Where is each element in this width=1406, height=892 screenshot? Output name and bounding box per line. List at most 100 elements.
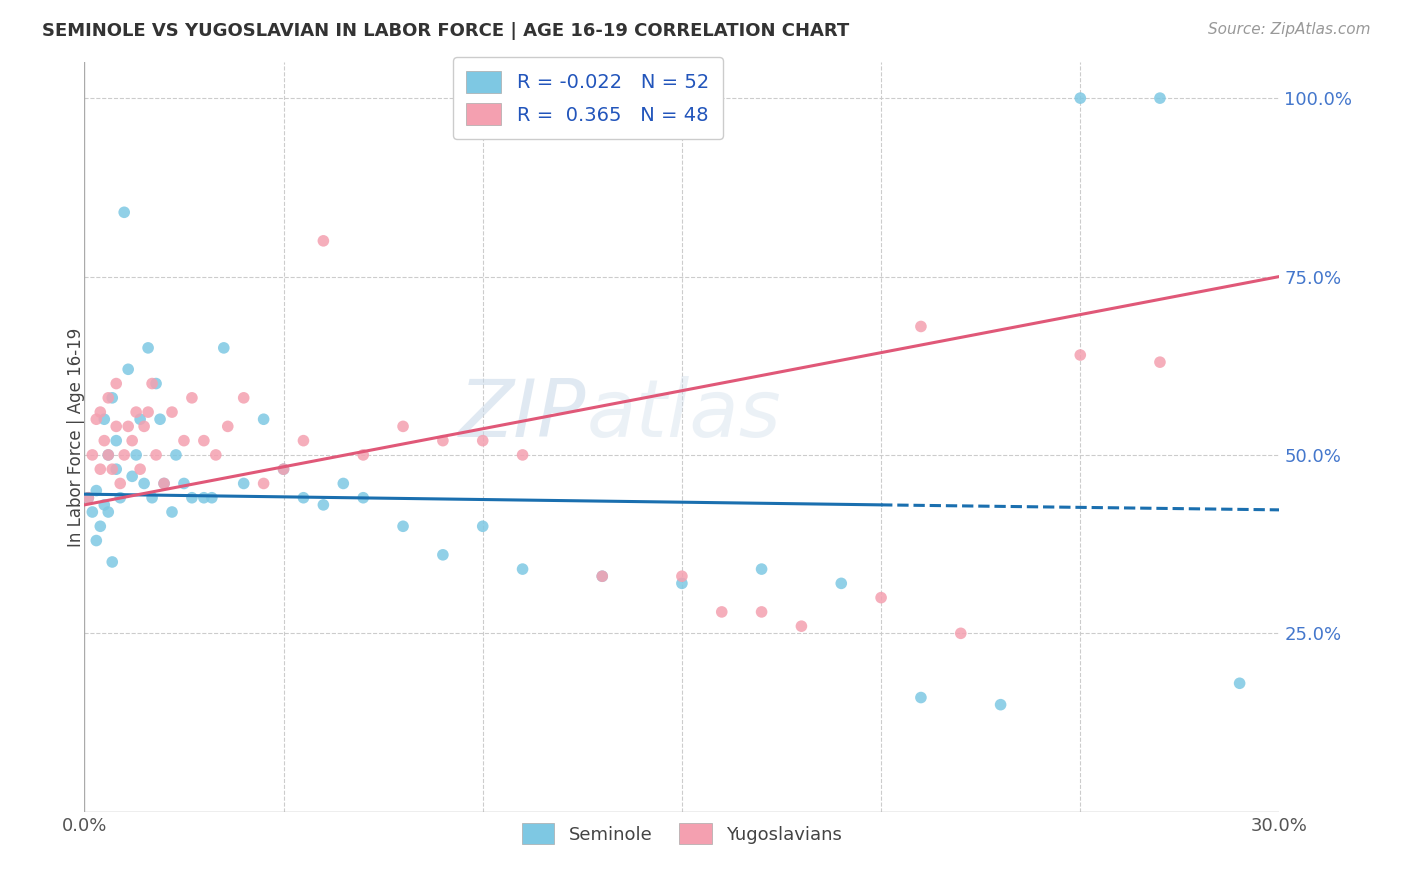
- Point: [671, 569, 693, 583]
- Point: [112, 205, 135, 219]
- Point: [591, 569, 613, 583]
- Point: [125, 405, 148, 419]
- Point: [97, 448, 120, 462]
- Point: [205, 448, 228, 462]
- Point: [292, 491, 315, 505]
- Point: [790, 619, 813, 633]
- Point: [332, 476, 354, 491]
- Point: [145, 376, 167, 391]
- Point: [173, 476, 195, 491]
- Text: atlas: atlas: [586, 376, 782, 454]
- Point: [105, 434, 128, 448]
- Point: [97, 448, 120, 462]
- Point: [273, 462, 295, 476]
- Point: [93, 498, 115, 512]
- Point: [97, 391, 120, 405]
- Point: [165, 448, 187, 462]
- Point: [432, 434, 454, 448]
- Point: [292, 434, 315, 448]
- Point: [949, 626, 972, 640]
- Point: [432, 548, 454, 562]
- Point: [1069, 348, 1091, 362]
- Text: SEMINOLE VS YUGOSLAVIAN IN LABOR FORCE | AGE 16-19 CORRELATION CHART: SEMINOLE VS YUGOSLAVIAN IN LABOR FORCE |…: [42, 22, 849, 40]
- Point: [870, 591, 893, 605]
- Point: [82, 505, 104, 519]
- Point: [710, 605, 733, 619]
- Point: [125, 448, 148, 462]
- Point: [129, 462, 152, 476]
- Point: [181, 491, 204, 505]
- Point: [232, 391, 254, 405]
- Point: [1149, 355, 1171, 369]
- Y-axis label: In Labor Force | Age 16-19: In Labor Force | Age 16-19: [67, 327, 84, 547]
- Point: [110, 476, 132, 491]
- Point: [830, 576, 852, 591]
- Text: ZIP: ZIP: [458, 376, 586, 454]
- Point: [312, 234, 335, 248]
- Text: Source: ZipAtlas.com: Source: ZipAtlas.com: [1208, 22, 1371, 37]
- Point: [990, 698, 1012, 712]
- Point: [273, 462, 295, 476]
- Point: [253, 412, 276, 426]
- Point: [392, 519, 415, 533]
- Point: [145, 448, 167, 462]
- Point: [141, 376, 163, 391]
- Point: [232, 476, 254, 491]
- Point: [1069, 91, 1091, 105]
- Point: [392, 419, 415, 434]
- Point: [201, 491, 224, 505]
- Point: [105, 376, 128, 391]
- Point: [153, 476, 176, 491]
- Point: [217, 419, 239, 434]
- Point: [471, 434, 494, 448]
- Point: [117, 362, 139, 376]
- Point: [86, 533, 108, 548]
- Point: [112, 448, 135, 462]
- Point: [1229, 676, 1251, 690]
- Point: [89, 462, 111, 476]
- Point: [173, 434, 195, 448]
- Point: [136, 341, 159, 355]
- Point: [93, 412, 115, 426]
- Point: [132, 476, 156, 491]
- Point: [910, 690, 932, 705]
- Point: [910, 319, 932, 334]
- Point: [132, 419, 156, 434]
- Point: [352, 448, 374, 462]
- Point: [89, 405, 111, 419]
- Point: [751, 562, 773, 576]
- Point: [471, 519, 494, 533]
- Point: [136, 405, 159, 419]
- Point: [160, 505, 183, 519]
- Point: [86, 483, 108, 498]
- Point: [253, 476, 276, 491]
- Point: [193, 491, 215, 505]
- Point: [110, 491, 132, 505]
- Point: [86, 412, 108, 426]
- Point: [101, 391, 124, 405]
- Point: [105, 462, 128, 476]
- Point: [193, 434, 215, 448]
- Point: [101, 462, 124, 476]
- Point: [312, 498, 335, 512]
- Point: [117, 419, 139, 434]
- Point: [352, 491, 374, 505]
- Point: [77, 491, 100, 505]
- Point: [93, 434, 115, 448]
- Point: [181, 391, 204, 405]
- Point: [105, 419, 128, 434]
- Point: [77, 491, 100, 505]
- Point: [97, 505, 120, 519]
- Point: [512, 562, 534, 576]
- Point: [212, 341, 235, 355]
- Point: [82, 448, 104, 462]
- Point: [121, 434, 143, 448]
- Point: [591, 569, 613, 583]
- Point: [512, 448, 534, 462]
- Point: [129, 412, 152, 426]
- Legend: Seminole, Yugoslavians: Seminole, Yugoslavians: [515, 816, 849, 851]
- Point: [141, 491, 163, 505]
- Point: [160, 405, 183, 419]
- Point: [1149, 91, 1171, 105]
- Point: [149, 412, 172, 426]
